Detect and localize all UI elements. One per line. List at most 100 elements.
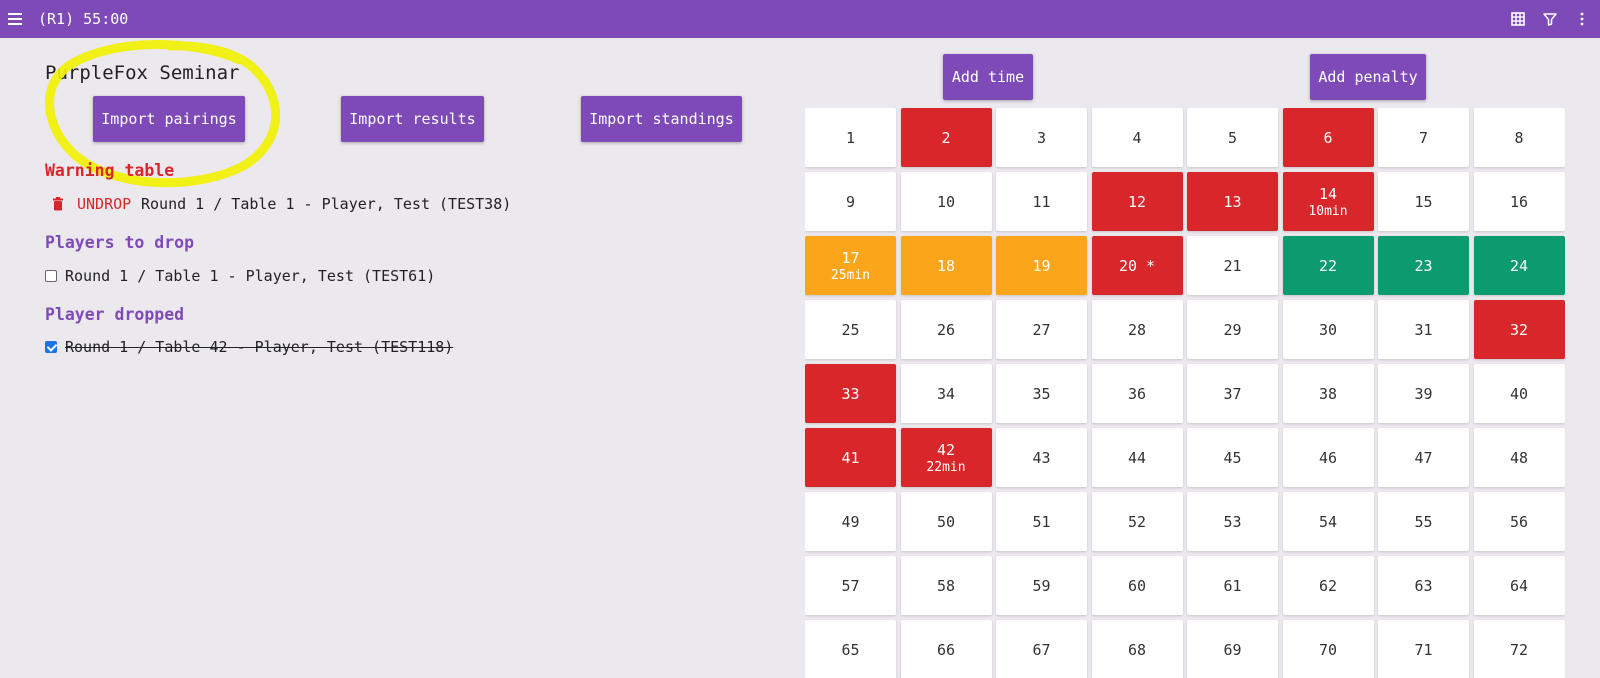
table-cell[interactable]: 38: [1282, 364, 1374, 423]
table-cell[interactable]: 5: [1187, 108, 1278, 167]
player-dropped-heading: Player dropped: [45, 305, 185, 324]
table-cell[interactable]: 9: [805, 172, 896, 231]
import-results-button[interactable]: Import results: [341, 96, 484, 142]
trash-icon[interactable]: [52, 197, 64, 211]
add-penalty-button[interactable]: Add penalty: [1310, 54, 1426, 100]
table-cell[interactable]: 36: [1091, 364, 1183, 423]
table-cell[interactable]: 41: [805, 428, 896, 487]
table-cell[interactable]: 32: [1473, 300, 1565, 359]
table-cell[interactable]: 57: [805, 556, 896, 615]
table-cell[interactable]: 34: [900, 364, 992, 423]
table-cell[interactable]: 53: [1187, 492, 1278, 551]
table-cell[interactable]: 39: [1378, 364, 1469, 423]
table-number: 16: [1509, 192, 1529, 211]
table-cell[interactable]: 50: [900, 492, 992, 551]
table-cell[interactable]: 35: [996, 364, 1087, 423]
table-cell[interactable]: 59: [996, 556, 1087, 615]
table-cell[interactable]: 40: [1473, 364, 1565, 423]
table-cell[interactable]: 28: [1091, 300, 1183, 359]
table-cell[interactable]: 51: [996, 492, 1087, 551]
table-cell[interactable]: 12: [1091, 172, 1183, 231]
table-cell[interactable]: 71: [1378, 620, 1469, 678]
table-cell[interactable]: 3: [996, 108, 1087, 167]
table-cell[interactable]: 72: [1473, 620, 1565, 678]
table-number: 56: [1509, 512, 1529, 531]
table-cell[interactable]: 54: [1282, 492, 1374, 551]
table-extra-time: 22min: [926, 459, 966, 475]
table-cell[interactable]: 64: [1473, 556, 1565, 615]
table-cell[interactable]: 45: [1187, 428, 1278, 487]
more-vert-icon[interactable]: [1574, 11, 1590, 27]
table-cell[interactable]: 29: [1187, 300, 1278, 359]
table-cell[interactable]: 67: [996, 620, 1087, 678]
filter-icon[interactable]: [1542, 11, 1558, 27]
table-cell[interactable]: 48: [1473, 428, 1565, 487]
table-cell[interactable]: 6: [1282, 108, 1374, 167]
table-cell[interactable]: 24: [1473, 236, 1565, 295]
table-cell[interactable]: 20 *: [1091, 236, 1183, 295]
table-number: 19: [1032, 256, 1051, 275]
table-cell[interactable]: 16: [1473, 172, 1565, 231]
table-cell[interactable]: 52: [1091, 492, 1183, 551]
table-cell[interactable]: 42 22min: [900, 428, 992, 487]
table-cell[interactable]: 60: [1091, 556, 1183, 615]
table-cell[interactable]: 11: [996, 172, 1087, 231]
table-cell[interactable]: 4: [1091, 108, 1183, 167]
table-cell[interactable]: 19: [996, 236, 1087, 295]
import-standings-button[interactable]: Import standings: [581, 96, 742, 142]
table-cell[interactable]: 31: [1378, 300, 1469, 359]
table-cell[interactable]: 56: [1473, 492, 1565, 551]
table-cell[interactable]: 27: [996, 300, 1087, 359]
table-cell[interactable]: 68: [1091, 620, 1183, 678]
table-cell[interactable]: 22: [1282, 236, 1374, 295]
table-cell[interactable]: 47: [1378, 428, 1469, 487]
table-cell[interactable]: 23: [1378, 236, 1469, 295]
undrop-link[interactable]: UNDROP: [77, 195, 132, 213]
table-cell[interactable]: 13: [1187, 172, 1278, 231]
add-time-button[interactable]: Add time: [943, 54, 1033, 100]
table-cell[interactable]: 66: [900, 620, 992, 678]
drop-checkbox[interactable]: [45, 270, 57, 282]
dropped-checkbox[interactable]: [45, 341, 57, 353]
import-pairings-button[interactable]: Import pairings: [93, 96, 245, 142]
table-number: 14: [1318, 184, 1338, 203]
table-cell[interactable]: 44: [1091, 428, 1183, 487]
table-number: 46: [1318, 448, 1338, 467]
table-cell[interactable]: 17 25min: [805, 236, 896, 295]
table-number: 70: [1318, 640, 1338, 659]
warning-table-entry: Round 1 / Table 1 - Player, Test (TEST38…: [141, 195, 512, 213]
grid-icon[interactable]: [1510, 11, 1526, 27]
table-number: 13: [1223, 192, 1242, 211]
table-cell[interactable]: 65: [805, 620, 896, 678]
table-cell[interactable]: 10: [900, 172, 992, 231]
table-cell[interactable]: 30: [1282, 300, 1374, 359]
menu-icon[interactable]: [8, 13, 22, 25]
table-cell[interactable]: 7: [1378, 108, 1469, 167]
table-cell[interactable]: 46: [1282, 428, 1374, 487]
table-cell[interactable]: 15: [1378, 172, 1469, 231]
table-cell[interactable]: 61: [1187, 556, 1278, 615]
table-number: 10: [936, 192, 956, 211]
table-cell[interactable]: 2: [900, 108, 992, 167]
table-number: 30: [1318, 320, 1338, 339]
table-cell[interactable]: 26: [900, 300, 992, 359]
table-number: 66: [936, 640, 956, 659]
table-cell[interactable]: 1: [805, 108, 896, 167]
table-cell[interactable]: 8: [1473, 108, 1565, 167]
table-cell[interactable]: 69: [1187, 620, 1278, 678]
table-cell[interactable]: 14 10min: [1282, 172, 1374, 231]
table-cell[interactable]: 55: [1378, 492, 1469, 551]
table-cell[interactable]: 63: [1378, 556, 1469, 615]
table-cell[interactable]: 21: [1187, 236, 1278, 295]
table-cell[interactable]: 62: [1282, 556, 1374, 615]
table-cell[interactable]: 49: [805, 492, 896, 551]
table-number: 7: [1418, 128, 1429, 147]
table-cell[interactable]: 43: [996, 428, 1087, 487]
table-cell[interactable]: 37: [1187, 364, 1278, 423]
table-cell[interactable]: 18: [900, 236, 992, 295]
table-cell[interactable]: 70: [1282, 620, 1374, 678]
table-cell[interactable]: 25: [805, 300, 896, 359]
table-cell[interactable]: 33: [805, 364, 896, 423]
dropped-player-entry: Round 1 / Table 42 - Player, Test (TEST1…: [65, 338, 454, 356]
table-cell[interactable]: 58: [900, 556, 992, 615]
